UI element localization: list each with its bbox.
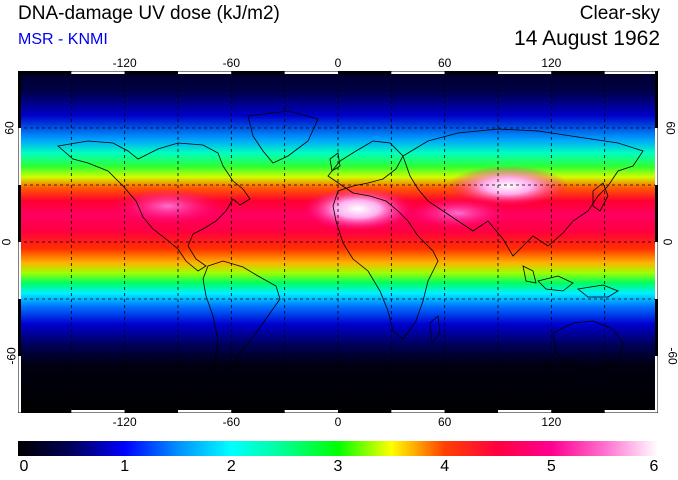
frame-segment xyxy=(18,410,72,413)
lon-tick-label-top: 60 xyxy=(437,56,452,70)
colorbar-tick-label: 5 xyxy=(546,458,556,475)
hotspot-america xyxy=(113,188,223,224)
frame-segment xyxy=(18,71,72,74)
frame-segment xyxy=(498,410,552,413)
frame-segment xyxy=(71,71,125,74)
frame-segment xyxy=(655,128,658,185)
frame-segment xyxy=(18,242,21,299)
frame-segment xyxy=(18,71,21,128)
lat-tick-label-left: -60 xyxy=(4,347,19,365)
hotspot-arabia xyxy=(408,197,508,229)
frame-segment xyxy=(655,299,658,356)
frame-segment xyxy=(18,356,21,413)
frame-segment xyxy=(551,71,605,74)
frame-segment xyxy=(655,242,658,299)
frame-segment xyxy=(551,410,605,413)
lon-tick-label-top: 120 xyxy=(541,56,562,70)
frame-segment xyxy=(71,410,125,413)
frame-segment xyxy=(18,185,21,242)
lat-tick-label-right: 60 xyxy=(663,121,678,135)
frame-segment xyxy=(178,71,232,74)
date-label: 14 August 1962 xyxy=(514,27,660,50)
frame-segment xyxy=(604,71,658,74)
map-canvas xyxy=(18,71,658,413)
lon-tick-label-bottom: 60 xyxy=(437,415,452,429)
frame-segment xyxy=(391,410,445,413)
frame-segment xyxy=(178,410,232,413)
colorbar-ramp xyxy=(18,441,658,456)
frame-segment xyxy=(231,410,285,413)
colorbar-tick-label: 6 xyxy=(649,458,659,475)
frame-segment xyxy=(284,71,338,74)
frame-segment xyxy=(231,71,285,74)
lat-tick-label-left: 60 xyxy=(2,121,17,135)
lon-tick-label-top: 0 xyxy=(334,56,342,70)
frame-segment xyxy=(498,71,552,74)
lon-tick-label-bottom: -60 xyxy=(222,415,240,429)
condition-label: Clear-sky xyxy=(579,3,660,24)
graticule xyxy=(18,71,658,413)
frame-segment xyxy=(124,410,178,413)
frame-segment xyxy=(604,410,658,413)
colorbar-tick-label: 0 xyxy=(19,458,29,475)
source-label: MSR - KNMI xyxy=(18,31,108,48)
frame-segment xyxy=(284,410,338,413)
frame-segment xyxy=(338,410,392,413)
frame-segment xyxy=(391,71,445,74)
lat-tick-label-left: 0 xyxy=(0,238,14,246)
uv-dose-map xyxy=(18,71,658,413)
frame-segment xyxy=(338,71,392,74)
lon-tick-label-bottom: 120 xyxy=(541,415,562,429)
colorbar-tick-label: 3 xyxy=(333,458,343,475)
frame-segment xyxy=(18,128,21,185)
colorbar xyxy=(18,441,658,456)
colorbar-tick-label: 4 xyxy=(440,458,450,475)
lon-tick-label-bottom: 0 xyxy=(334,415,342,429)
lat-tick-label-right: -60 xyxy=(665,347,678,365)
hotspot-tibet xyxy=(448,166,568,206)
frame-segment xyxy=(124,71,178,74)
colorbar-tick-label: 2 xyxy=(226,458,236,475)
frame-segment xyxy=(655,185,658,242)
frame-segment xyxy=(18,299,21,356)
lon-tick-label-top: -60 xyxy=(222,56,240,70)
lon-tick-label-top: -120 xyxy=(112,56,137,70)
hotspot-sahara xyxy=(303,187,413,231)
frame-segment xyxy=(444,71,498,74)
frame-segment xyxy=(655,71,658,128)
map-title: DNA-damage UV dose (kJ/m2) xyxy=(18,3,280,24)
map-frame xyxy=(18,71,658,413)
frame-segment xyxy=(444,410,498,413)
lat-tick-label-right: 0 xyxy=(660,238,675,246)
lon-tick-label-bottom: -120 xyxy=(112,415,137,429)
colorbar-tick-label: 1 xyxy=(120,458,130,475)
frame-segment xyxy=(655,356,658,413)
